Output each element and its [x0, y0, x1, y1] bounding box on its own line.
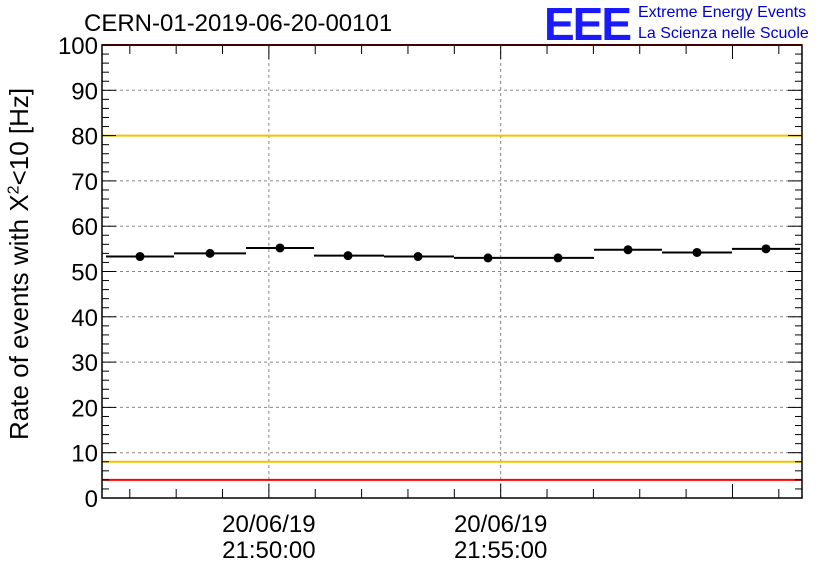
- data-point: [413, 252, 423, 262]
- data-point: [483, 253, 493, 263]
- eee-logo-mark: EEE: [544, 0, 632, 50]
- x-tick-label-date: 20/06/19: [222, 511, 315, 538]
- y-tick-label: 10: [71, 441, 98, 468]
- data-point: [343, 251, 353, 261]
- data-point: [692, 247, 702, 257]
- eee-logo: EEE Extreme Energy Events La Scienza nel…: [544, 0, 834, 50]
- data-point: [275, 243, 285, 253]
- data-point: [135, 252, 145, 262]
- x-tick-label-date: 20/06/19: [454, 511, 547, 538]
- logo-line-2: La Scienza nelle Scuole: [638, 25, 809, 42]
- data-point: [623, 245, 633, 255]
- x-tick-label-time: 21:50:00: [222, 537, 315, 564]
- y-tick-label: 100: [58, 33, 98, 60]
- data-point: [761, 244, 771, 254]
- data-point: [205, 248, 215, 258]
- y-tick-label: 60: [71, 214, 98, 241]
- y-tick-label: 40: [71, 305, 98, 332]
- chart-title: CERN-01-2019-06-20-00101: [84, 10, 393, 37]
- y-tick-label: 80: [71, 124, 98, 151]
- y-tick-label: 30: [71, 350, 98, 377]
- data-point: [553, 253, 563, 263]
- y-tick-label: 0: [85, 486, 98, 513]
- y-tick-label: 90: [71, 78, 98, 105]
- y-tick-label: 50: [71, 260, 98, 287]
- x-tick-label-time: 21:55:00: [454, 537, 547, 564]
- logo-line-1: Extreme Energy Events: [638, 4, 807, 21]
- y-tick-label: 70: [71, 169, 98, 196]
- y-tick-label: 20: [71, 395, 98, 422]
